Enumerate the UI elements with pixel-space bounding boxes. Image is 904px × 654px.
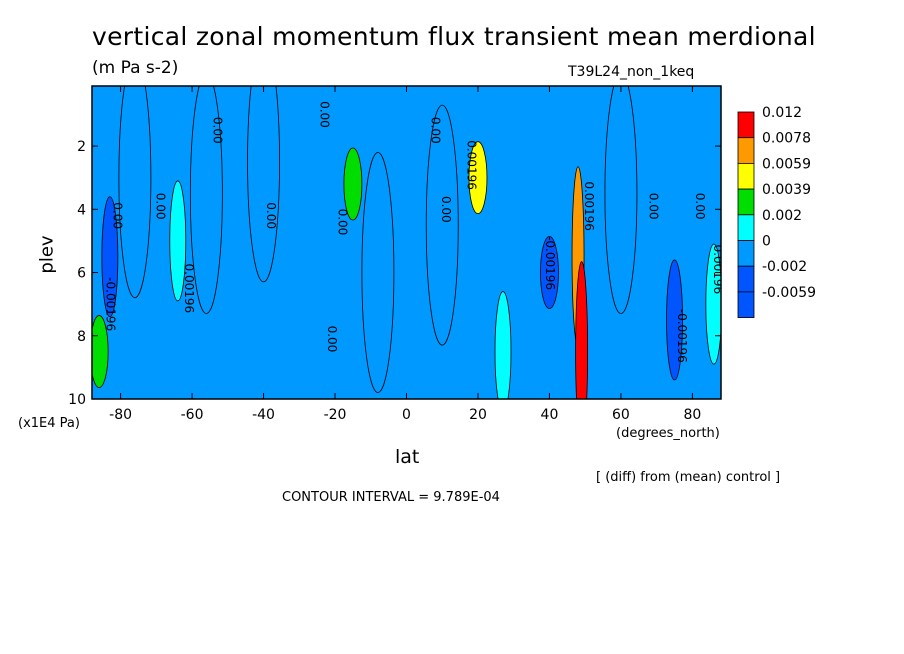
x-axis-units: (degrees_north) (616, 426, 720, 441)
contour-label: 0.00196 (711, 245, 725, 295)
contour-region (705, 243, 721, 365)
contour-interval: CONTOUR INTERVAL = 9.789E-04 (282, 490, 500, 505)
x-tick-label: 20 (469, 407, 487, 423)
legend-label: -0.002 (762, 259, 807, 275)
color-legend: 0.012 0.0078 0.0059 0.0039 0.002 0 -0.002 -0.00… (737, 105, 816, 318)
legend-label: 0.0078 (762, 131, 811, 147)
chart-subtitle: (m Pa s-2) (92, 58, 179, 78)
legend-swatch (737, 214, 755, 241)
contour-label: 0.00 (264, 202, 278, 229)
legend-label: -0.0059 (762, 285, 816, 301)
y-tick-label: 6 (77, 266, 86, 282)
y-tick-label: 2 (77, 139, 86, 155)
contour-label: 0.00 (153, 193, 167, 220)
x-tick-label: 40 (541, 407, 559, 423)
legend-swatch (737, 291, 755, 318)
contour-label: -0.00196 (103, 277, 117, 331)
diff-note: [ (diff) from (mean) control ] (596, 470, 781, 485)
legend-label: 0.002 (762, 208, 802, 224)
y-tick-label: 8 (77, 329, 86, 345)
x-tick-label: 60 (612, 407, 630, 423)
x-axis-label: lat (395, 446, 420, 468)
contour-region (468, 141, 488, 215)
contour-label: 0.00 (110, 202, 124, 229)
legend-swatch (737, 240, 755, 267)
contour-label: 0.00 (211, 117, 225, 144)
legend-label: 0 (762, 234, 771, 250)
legend-label: 0.0059 (762, 156, 811, 172)
legend-swatch (737, 162, 755, 190)
legend-swatch (737, 188, 755, 216)
contour-label: 0.00 (693, 193, 707, 220)
contour-label: 0.00 (439, 196, 453, 223)
contour-region (169, 180, 187, 302)
contour-region (92, 315, 109, 388)
contour-label: 0.00 (336, 209, 350, 236)
contour-region (666, 259, 683, 381)
contour-region (247, 86, 280, 283)
contour-label: 0.00196 (582, 181, 596, 231)
contour-label: -0.00196 (675, 309, 689, 363)
contour-region (343, 147, 363, 221)
contour-region (361, 152, 395, 393)
contour-label: -0.00196 (543, 236, 557, 290)
y-tick-label: 10 (68, 392, 86, 408)
legend-label: 0.0039 (762, 182, 811, 198)
contour-label: 0.00 (325, 326, 339, 353)
x-tick-label: 0 (402, 407, 411, 423)
contour-label: 0.00196 (182, 264, 196, 314)
contour-region (494, 291, 512, 399)
x-tick-label: -40 (252, 407, 275, 423)
contour-label: 0.00 (429, 117, 443, 144)
contour-region (101, 196, 119, 318)
contour-region (575, 261, 589, 399)
contour-region (540, 236, 559, 309)
x-tick-label: 80 (683, 407, 701, 423)
contour-label: 0.00 (318, 101, 332, 128)
legend-swatch (737, 111, 755, 139)
legend-label: 0.012 (762, 105, 802, 121)
contour-region (189, 86, 223, 314)
chart-title: vertical zonal momentum flux transient m… (92, 22, 816, 51)
legend-swatch (737, 265, 755, 293)
x-tick-label: -80 (109, 407, 132, 423)
contour-field (92, 86, 721, 399)
contour-labels: 0.00 -0.00196 0.00 0.00196 0.00 0.00 0.00 0.00 0… (103, 101, 725, 363)
contour-region (425, 104, 459, 346)
dataset-label: T39L24_non_1keq (568, 64, 695, 80)
contour-region (118, 86, 152, 299)
y-axis-units: (x1E4 Pa) (18, 416, 80, 431)
x-axis-ticks: -80 -60 -40 -20 0 20 40 60 80 (109, 86, 701, 423)
legend-swatch (737, 137, 755, 164)
y-axis-ticks: 2 4 6 8 10 (68, 139, 721, 408)
x-tick-label: -20 (324, 407, 347, 423)
y-tick-label: 4 (77, 202, 86, 218)
contour-label: 0.00 (647, 193, 661, 220)
contour-region (604, 86, 638, 314)
contour-label: 0.00196 (464, 140, 478, 190)
x-tick-label: -60 (181, 407, 204, 423)
